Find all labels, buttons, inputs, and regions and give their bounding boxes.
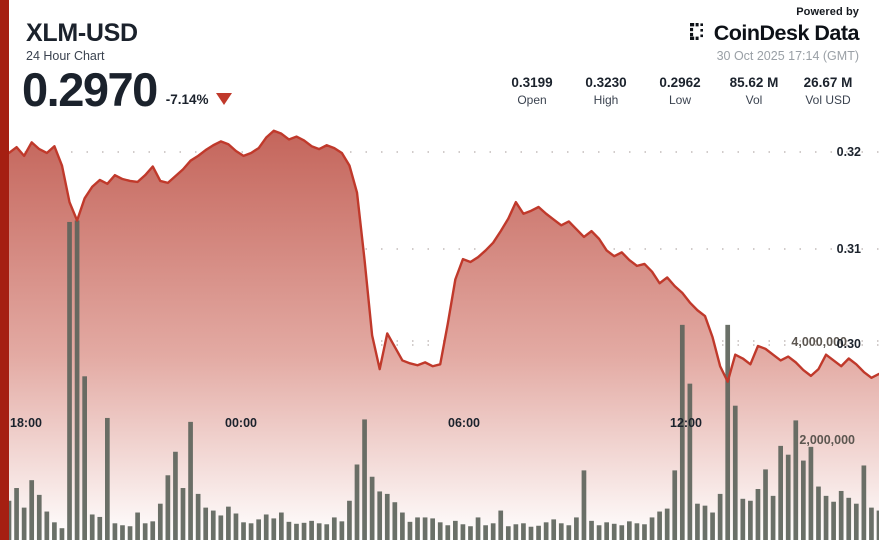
price-axis-tick-0.30: 0.30 — [836, 337, 861, 351]
stat-high-value: 0.3230 — [585, 75, 627, 90]
widget-header: XLM-USD 24 Hour Chart 0.2970 -7.14% Powe… — [0, 0, 879, 124]
powered-by-label: Powered by — [796, 6, 859, 18]
change-percent: -7.14% — [165, 91, 209, 107]
triangle-down-icon — [215, 93, 232, 106]
pair-name: XLM-USD — [26, 19, 138, 47]
price-area-fill — [9, 130, 879, 540]
stat-low-label: Low — [668, 93, 691, 107]
last-price: 0.2970 — [22, 63, 158, 116]
time-tick-12-00: 12:00 — [670, 416, 702, 430]
time-tick-18-00: 18:00 — [10, 416, 42, 430]
stat-vol-usd: 26.67 M Vol USD — [791, 75, 865, 107]
stat-low: 0.2962 Low — [643, 75, 717, 107]
brand-row[interactable]: CoinDesk Data — [559, 21, 860, 46]
stat-open: 0.3199 Open — [495, 75, 569, 107]
price-row: 0.2970 -7.14% — [22, 63, 232, 116]
ticker-block: XLM-USD 24 Hour Chart — [26, 19, 138, 64]
price-axis-tick-0.32: 0.32 — [836, 145, 861, 159]
brand-block: Powered by CoinDesk Data — [559, 6, 860, 63]
stat-vol-label: Vol — [745, 93, 763, 107]
stat-high-label: High — [593, 93, 619, 107]
stat-open-label: Open — [517, 93, 547, 107]
price-line — [7, 129, 879, 383]
stat-open-value: 0.3199 — [511, 75, 553, 90]
stat-vol-usd-label: Vol USD — [805, 93, 851, 107]
change-group: -7.14% — [166, 92, 232, 107]
brand-name: CoinDesk Data — [713, 21, 860, 45]
stat-low-value: 0.2962 — [659, 75, 701, 90]
volume-axis-tick-2000000: 2,000,000 — [799, 433, 855, 447]
volume-axis-tick-4000000: 4,000,000 — [791, 335, 847, 349]
stat-vol: 85.62 M Vol — [717, 75, 791, 107]
price-axis-tick-0.31: 0.31 — [836, 242, 861, 256]
time-tick-06-00: 06:00 — [448, 416, 480, 430]
stat-vol-usd-value: 26.67 M — [803, 75, 853, 90]
accent-bar — [0, 0, 9, 540]
ohlc-stats: 0.3199 Open 0.3230 High 0.2962 Low 85.62… — [495, 75, 865, 107]
stat-high: 0.3230 High — [569, 75, 643, 107]
stat-vol-value: 85.62 M — [729, 75, 779, 90]
coindesk-mark-icon — [689, 22, 709, 45]
volume-bars — [6, 220, 879, 540]
chart-subtitle: 24 Hour Chart — [26, 49, 105, 64]
timestamp: 30 Oct 2025 17:14 (GMT) — [716, 49, 859, 63]
time-tick-00-00: 00:00 — [225, 416, 257, 430]
